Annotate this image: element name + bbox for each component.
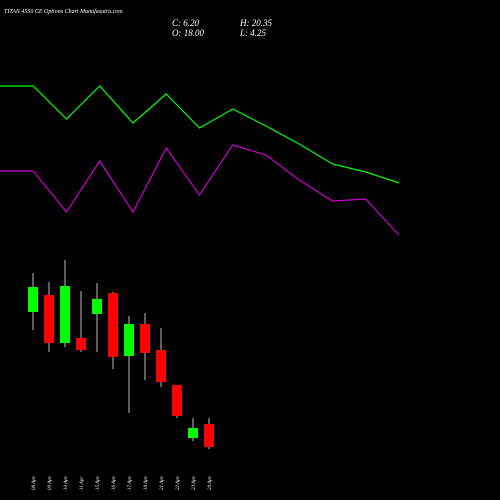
x-tick-label: 23 Apr	[192, 476, 197, 490]
x-tick-label: 17 Apr	[128, 476, 133, 490]
candle-body	[188, 428, 198, 438]
info-close: C: 6.20	[172, 18, 200, 28]
info-open: O: 18.00	[172, 28, 204, 38]
x-tick-label: 10 Apr	[64, 476, 69, 490]
candle-body	[204, 424, 214, 447]
candle-body	[60, 286, 70, 343]
x-tick-label: 11 Apr	[80, 477, 85, 490]
x-tick-label: 09 Apr	[48, 476, 53, 490]
candle-body	[108, 293, 118, 357]
x-tick-label: 22 Apr	[176, 476, 181, 490]
x-tick-label: 24 Apr	[208, 476, 213, 490]
info-high: H: 20.35	[239, 18, 272, 28]
candle-body	[140, 324, 150, 353]
x-tick-label: 16 Apr	[112, 476, 117, 490]
candle-body	[92, 299, 102, 314]
candle-body	[172, 385, 182, 416]
x-tick-label: 18 Apr	[144, 476, 149, 490]
chart-title: TITAN 4550 CE Options Chart Munafasutra.…	[4, 8, 123, 15]
x-tick-label: 21 Apr	[160, 476, 165, 490]
x-tick-label: 15 Apr	[96, 476, 101, 490]
x-tick-label: 08 Apr	[32, 476, 37, 490]
indicator-line	[0, 144, 400, 236]
candle-body	[124, 324, 134, 356]
candle-body	[76, 338, 86, 350]
info-low: L: 4.25	[239, 28, 267, 38]
candle-body	[44, 295, 54, 343]
candle-body	[156, 350, 166, 382]
indicator-line	[0, 85, 400, 184]
candle-body	[28, 287, 38, 312]
